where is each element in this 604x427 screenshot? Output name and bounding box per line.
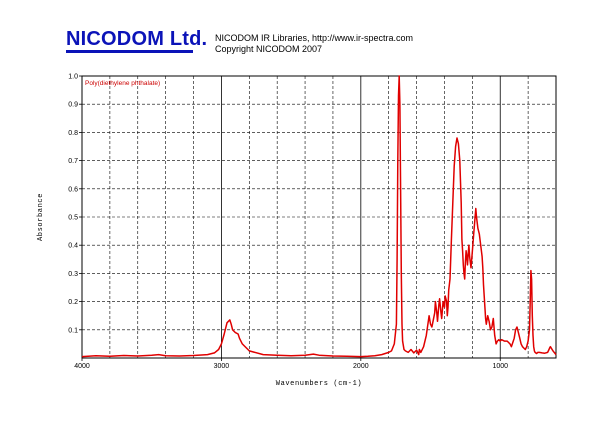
y-tick-label: 0.5 [68, 215, 78, 222]
x-axis-ticks: 4000 3000 2000 1000 [74, 358, 508, 370]
y-tick-label: 0.8 [68, 130, 78, 137]
y-tick-label: 0.2 [68, 299, 78, 306]
copyright-line: Copyright NICODOM 2007 [215, 44, 323, 54]
y-tick-label: 0.9 [68, 102, 78, 109]
y-axis-label: Absorbance [37, 193, 45, 241]
y-tick-label: 0.3 [68, 271, 78, 278]
y-tick-label: 0.1 [68, 327, 78, 334]
brand-underline [66, 50, 193, 53]
y-tick-label: 1.0 [68, 74, 78, 81]
library-url-line: NICODOM IR Libraries, http://www.ir-spec… [215, 33, 414, 43]
spectrum-line [81, 75, 557, 358]
x-tick-label: 2000 [353, 363, 369, 370]
x-tick-label: 1000 [492, 363, 508, 370]
y-axis-ticks: 0.1 0.2 0.3 0.4 0.5 0.6 0.7 0.8 0.9 1.0 [68, 74, 82, 334]
y-tick-label: 0.6 [68, 186, 78, 193]
library-info: NICODOM IR Libraries, http://www.ir-spec… [215, 33, 413, 55]
y-tick-label: 0.7 [68, 158, 78, 165]
legend-compound-name: Poly(diethylene phthalate) [85, 80, 160, 87]
x-tick-label: 4000 [74, 363, 90, 370]
brand-logo-text: NICODOM Ltd. [66, 28, 208, 50]
gridlines [82, 75, 556, 358]
x-axis-label: Wavenumbers (cm-1) [276, 380, 362, 388]
y-tick-label: 0.4 [68, 243, 78, 250]
x-tick-label: 3000 [214, 363, 230, 370]
